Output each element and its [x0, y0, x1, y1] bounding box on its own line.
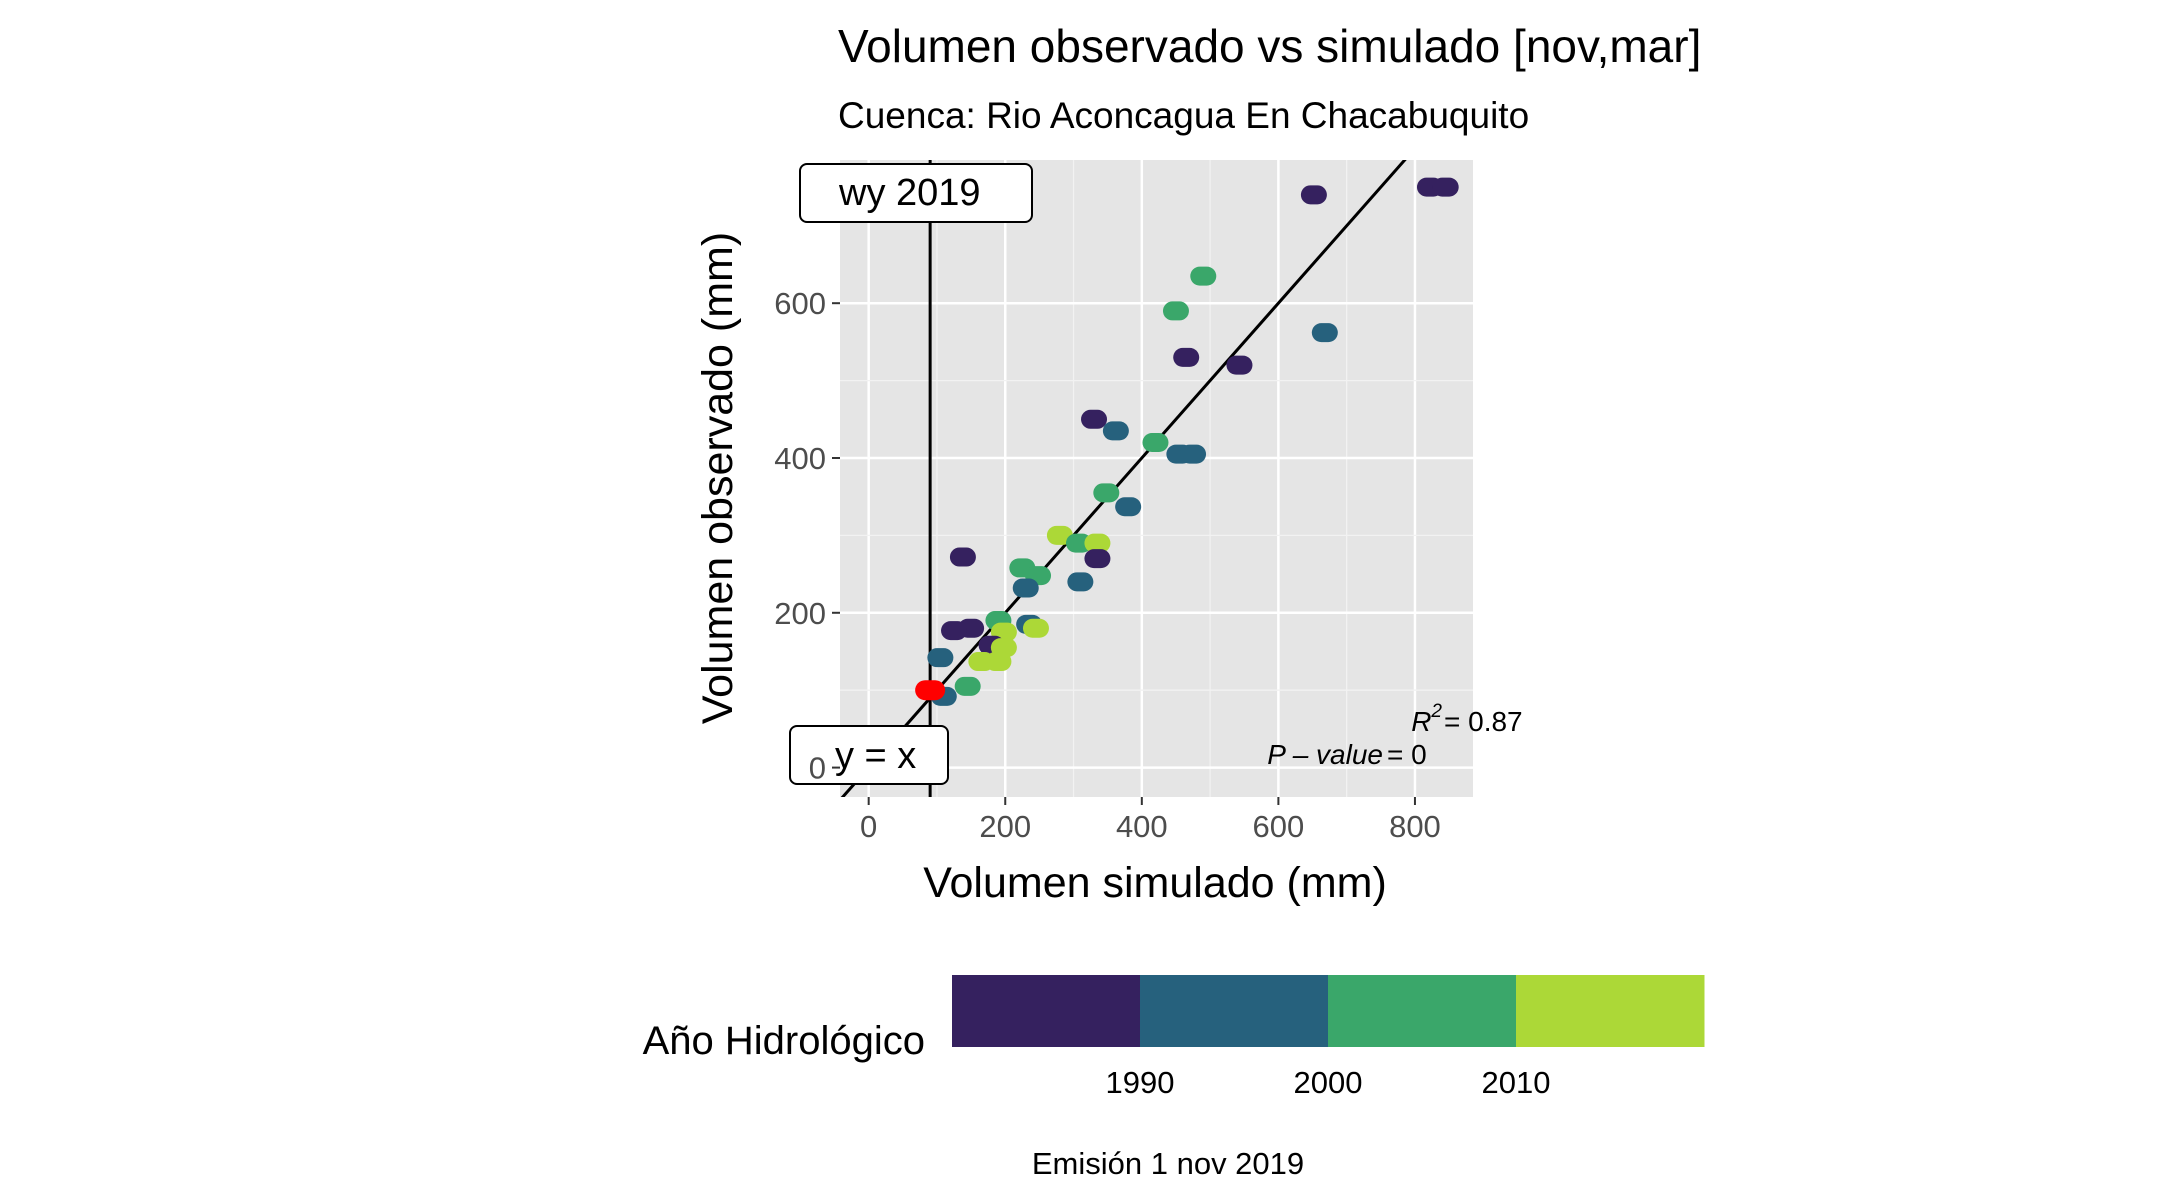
legend-labels: 1990 2000 2010 — [1106, 1065, 1551, 1100]
scatter-point — [941, 621, 968, 641]
y-tick-label: 400 — [774, 441, 826, 476]
scatter-point — [1142, 433, 1169, 453]
scatter-point — [954, 676, 981, 696]
scatter-point — [985, 652, 1012, 672]
scatter-point — [1226, 355, 1253, 375]
color-legend: Año Hidrológico 1990 2000 2010 — [643, 975, 1705, 1100]
x-tick-label: 200 — [979, 809, 1031, 844]
x-tick-label: 800 — [1389, 809, 1441, 844]
scatter-point — [1046, 525, 1073, 545]
scatter-point — [1081, 409, 1108, 429]
p-value-label: P – value — [1267, 739, 1383, 770]
chart-title: Volumen observado vs simulado [nov,mar] — [838, 20, 1701, 72]
scatter-point — [949, 547, 976, 567]
y-tick-label: 200 — [774, 596, 826, 631]
r2-symbol: R — [1411, 706, 1431, 737]
x-axis-title: Volumen simulado (mm) — [923, 859, 1387, 907]
stats-annotation: R2 = 0.87 P – value = 0 — [1267, 701, 1522, 770]
vline-label: wy 2019 — [799, 163, 1033, 223]
legend-color-segment — [1140, 975, 1329, 1047]
scatter-point — [1067, 572, 1094, 592]
scatter-point — [1102, 421, 1129, 441]
scatter-point — [1162, 301, 1189, 321]
identity-label: y = x — [789, 725, 949, 785]
scatter-point — [1093, 483, 1120, 503]
x-tick-label: 600 — [1253, 809, 1305, 844]
vline-label-text: wy 2019 — [838, 172, 981, 214]
legend-label: 2000 — [1294, 1065, 1363, 1100]
scatter-point — [1012, 578, 1039, 598]
y-axis-title: Volumen observado (mm) — [694, 232, 742, 724]
scatter-point — [1022, 618, 1049, 638]
x-tick-label: 400 — [1116, 809, 1168, 844]
legend-color-segment — [952, 975, 1141, 1047]
scatter-point — [1432, 177, 1459, 197]
p-value-value: = 0 — [1387, 739, 1427, 770]
scatter-point — [1180, 444, 1207, 464]
identity-label-box — [789, 725, 949, 785]
scatter-point — [1173, 347, 1200, 367]
legend-color-segment — [1328, 975, 1517, 1047]
legend-label: 2010 — [1482, 1065, 1551, 1100]
scatter-point — [1190, 266, 1217, 286]
x-tick-label: 0 — [860, 809, 877, 844]
r2-superscript: 2 — [1430, 701, 1442, 722]
data-points — [915, 177, 1459, 706]
scatter-point — [1084, 549, 1111, 569]
chart-subtitle: Cuenca: Rio Aconcagua En Chacabuquito — [838, 95, 1529, 136]
vline-label-box — [799, 163, 1033, 223]
scatter-point — [1311, 323, 1338, 343]
scatter-point — [1300, 185, 1327, 205]
legend-label: 1990 — [1106, 1065, 1175, 1100]
axes: 0 200 400 600 800 0 200 400 600 — [774, 286, 1441, 844]
grid-lines — [840, 160, 1473, 797]
current-year-point — [915, 680, 946, 701]
scatter-point — [1084, 533, 1111, 553]
scatter-point — [1115, 497, 1142, 517]
legend-color-bar — [952, 975, 1705, 1047]
r2-value: = 0.87 — [1444, 706, 1523, 737]
y-tick-label: 0 — [809, 751, 826, 786]
scatter-point — [927, 648, 954, 668]
legend-color-segment — [1516, 975, 1705, 1047]
y-tick-label: 600 — [774, 286, 826, 321]
identity-label-text: y = x — [835, 735, 916, 777]
scatter-point — [1065, 533, 1092, 553]
r2-label: R2 — [1411, 701, 1442, 737]
legend-title: Año Hidrológico — [643, 1019, 925, 1063]
caption: Emisión 1 nov 2019 — [1032, 1146, 1304, 1181]
